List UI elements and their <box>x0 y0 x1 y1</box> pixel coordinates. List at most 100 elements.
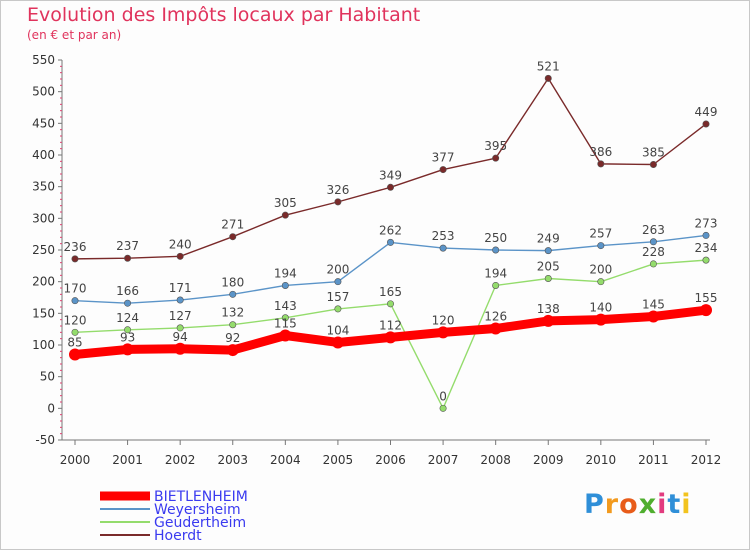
data-label: 132 <box>221 306 244 320</box>
x-tick-label: 2009 <box>533 453 564 467</box>
data-point <box>229 233 237 241</box>
data-label: 194 <box>484 266 507 280</box>
data-label: 377 <box>432 151 455 165</box>
data-point <box>439 244 447 252</box>
data-labels: 236 237 240 271 305 326 349 377 395 521 386 385 449 1… <box>64 59 718 403</box>
chart-subtitle: (en € et par an) <box>27 28 122 42</box>
y-tick-label: 400 <box>32 148 55 162</box>
data-point <box>649 161 657 169</box>
y-tick-label: 350 <box>32 180 55 194</box>
data-label: 85 <box>67 336 82 350</box>
data-point <box>649 260 657 268</box>
data-point <box>386 238 394 246</box>
x-tick-label: 2007 <box>428 453 459 467</box>
data-point <box>281 314 289 322</box>
x-tick-label: 2001 <box>112 453 143 467</box>
data-label: 326 <box>326 183 349 197</box>
data-label: 271 <box>221 218 244 232</box>
data-point <box>492 281 500 289</box>
data-label: 386 <box>589 145 612 159</box>
data-point <box>647 310 660 323</box>
data-label: 349 <box>379 168 402 182</box>
data-point <box>281 281 289 289</box>
y-tick-label: 50 <box>40 370 55 384</box>
data-point <box>489 322 502 335</box>
data-label: 145 <box>642 298 665 312</box>
data-label: 112 <box>379 318 402 332</box>
data-point <box>544 74 552 82</box>
data-label: 170 <box>64 282 87 296</box>
data-label: 234 <box>695 241 718 255</box>
y-tick-label: 0 <box>47 401 55 415</box>
data-label: 180 <box>221 275 244 289</box>
data-point <box>334 278 342 286</box>
x-tick-label: 2010 <box>586 453 617 467</box>
data-label: 240 <box>169 237 192 251</box>
data-point <box>597 160 605 168</box>
data-point <box>69 348 81 361</box>
data-point <box>702 256 710 264</box>
data-point <box>176 252 184 260</box>
data-point <box>176 324 184 332</box>
data-point <box>649 238 657 246</box>
data-point <box>597 242 605 250</box>
data-label: 395 <box>484 139 507 153</box>
axes: -500501001502002503003504004505005502000… <box>32 53 721 467</box>
data-label: 236 <box>64 240 87 254</box>
data-label: 237 <box>116 239 139 253</box>
data-point <box>439 404 447 412</box>
data-label: 138 <box>537 302 560 316</box>
data-point <box>542 314 555 327</box>
y-tick-label: -50 <box>35 433 55 447</box>
x-tick-label: 2012 <box>691 453 722 467</box>
brand-logo: Proxiti <box>584 489 692 520</box>
x-tick-label: 2003 <box>217 453 248 467</box>
data-point <box>386 300 394 308</box>
data-label: 273 <box>695 216 718 230</box>
data-point <box>281 211 289 219</box>
data-label: 120 <box>64 313 87 327</box>
data-label: 157 <box>326 290 349 304</box>
x-tick-label: 2011 <box>638 453 669 467</box>
data-label: 0 <box>439 389 447 403</box>
data-label: 521 <box>537 59 560 73</box>
data-point <box>229 290 237 298</box>
y-tick-label: 250 <box>32 243 55 257</box>
y-tick-label: 450 <box>32 116 55 130</box>
data-label: 385 <box>642 146 665 160</box>
data-point <box>384 331 397 344</box>
data-label: 449 <box>695 105 718 119</box>
data-point <box>71 328 79 336</box>
data-label: 205 <box>537 260 560 274</box>
data-label: 126 <box>484 310 507 324</box>
y-tick-label: 550 <box>32 53 55 67</box>
data-point <box>279 329 292 342</box>
data-label: 200 <box>326 263 349 277</box>
data-point <box>437 326 450 339</box>
y-tick-label: 150 <box>32 306 55 320</box>
data-label: 250 <box>484 231 507 245</box>
data-label: 104 <box>326 323 349 337</box>
data-point <box>702 231 710 239</box>
data-label: 92 <box>225 331 240 345</box>
data-point <box>334 198 342 206</box>
x-tick-label: 2002 <box>165 453 196 467</box>
data-point <box>226 344 239 357</box>
data-label: 127 <box>169 309 192 323</box>
data-point <box>492 246 500 254</box>
data-point <box>492 154 500 162</box>
legend-label: Hoerdt <box>154 528 202 544</box>
data-point <box>71 297 79 305</box>
legend-label: BIETLENHEIM <box>154 489 248 505</box>
data-label: 155 <box>695 291 718 305</box>
y-tick-label: 300 <box>32 211 55 225</box>
data-point <box>174 342 187 355</box>
x-tick-label: 2000 <box>60 453 91 467</box>
data-label: 194 <box>274 266 297 280</box>
legend-label: Weyersheim <box>154 502 241 518</box>
data-point <box>700 304 712 317</box>
data-label: 94 <box>173 330 188 344</box>
